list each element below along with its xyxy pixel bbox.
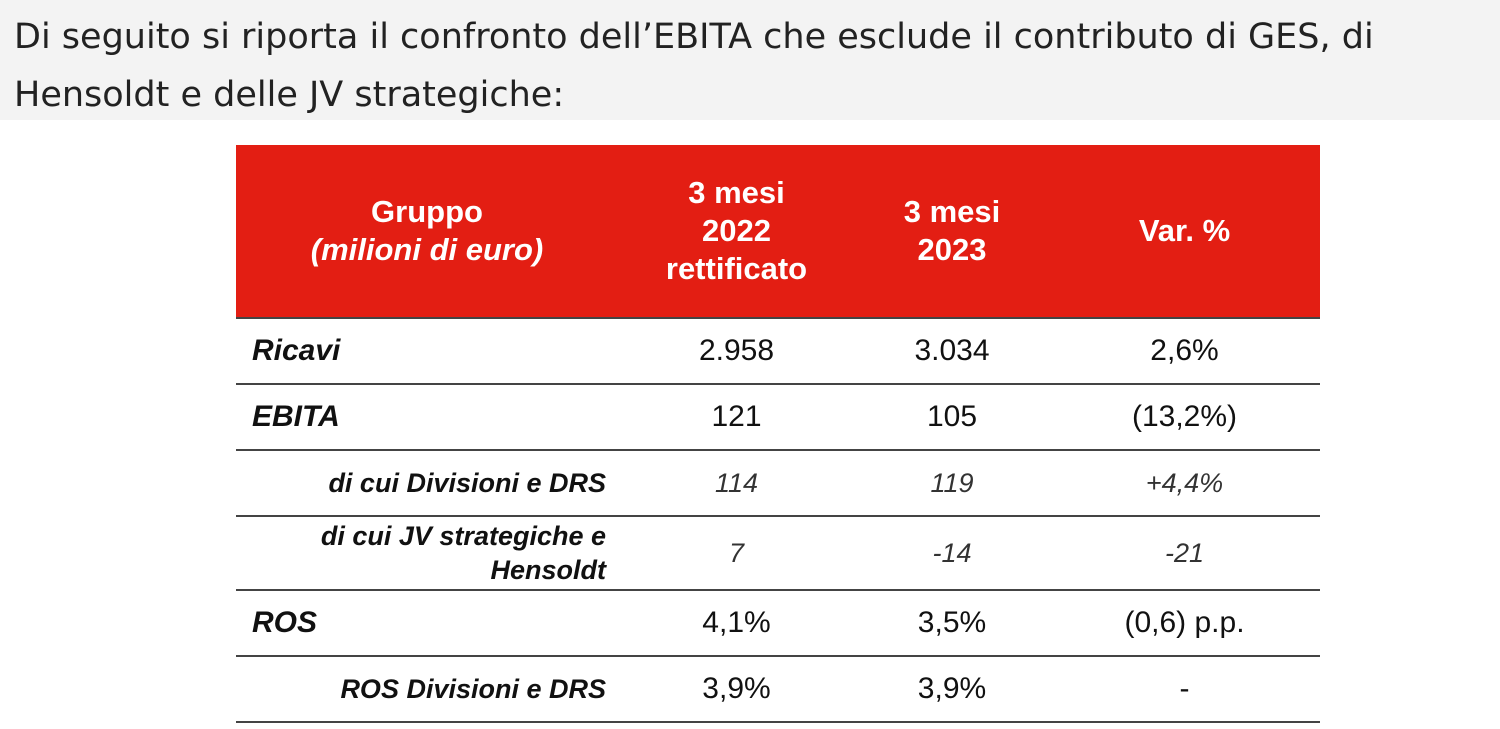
row-label: ROS [236, 590, 618, 657]
value-2022: 2.958 [618, 317, 855, 385]
table-row-jv-hensoldt: di cui JV strategiche e Hensoldt 7 -14 -… [236, 516, 1320, 591]
value-2023: 105 [855, 384, 1049, 451]
table-row-ros: ROS 4,1% 3,5% (0,6) p.p. [236, 590, 1320, 657]
header-2023: 3 mesi 2023 [855, 145, 1049, 318]
value-var: +4,4% [1049, 450, 1320, 517]
table-row-divisioni-drs: di cui Divisioni e DRS 114 119 +4,4% [236, 450, 1320, 517]
table-header: Gruppo (milioni di euro) 3 mesi 2022 ret… [236, 145, 1320, 318]
value-2023: 119 [855, 450, 1049, 517]
value-var: (13,2%) [1049, 384, 1320, 451]
value-2022: 114 [618, 450, 855, 517]
row-label-line1: di cui JV strategiche e [320, 521, 606, 551]
header-2022-line1: 3 mesi [688, 175, 785, 210]
header-var: Var. % [1049, 145, 1320, 318]
header-group-title: Gruppo [371, 194, 483, 229]
intro-text: Di seguito si riporta il confronto dell’… [14, 17, 1374, 115]
table-row-ros-divisioni: ROS Divisioni e DRS 3,9% 3,9% - [236, 656, 1320, 723]
value-var: -21 [1049, 516, 1320, 591]
table-row-ricavi: Ricavi 2.958 3.034 2,6% [236, 317, 1320, 385]
header-2022: 3 mesi 2022 rettificato [618, 145, 855, 318]
value-var: 2,6% [1049, 317, 1320, 385]
header-2022-line2: 2022 [702, 213, 771, 248]
value-2022: 4,1% [618, 590, 855, 657]
row-label: di cui JV strategiche e Hensoldt [236, 516, 618, 591]
row-label: di cui Divisioni e DRS [236, 450, 618, 517]
ebita-comparison-table: Gruppo (milioni di euro) 3 mesi 2022 ret… [236, 145, 1320, 723]
header-2023-line1: 3 mesi [903, 194, 1001, 229]
header-2022-line3: rettificato [665, 251, 808, 286]
row-label-line2: Hensoldt [490, 555, 606, 585]
value-2022: 3,9% [618, 656, 855, 723]
row-label: Ricavi [236, 317, 618, 385]
header-group-unit: (milioni di euro) [310, 232, 544, 267]
value-2023: 3,9% [855, 656, 1049, 723]
table-row-ebita: EBITA 121 105 (13,2%) [236, 384, 1320, 451]
header-group: Gruppo (milioni di euro) [236, 145, 618, 318]
value-var: - [1049, 656, 1320, 723]
value-2023: 3.034 [855, 317, 1049, 385]
intro-paragraph: Di seguito si riporta il confronto dell’… [0, 0, 1500, 120]
row-label: ROS Divisioni e DRS [236, 656, 618, 723]
row-label: EBITA [236, 384, 618, 451]
value-var: (0,6) p.p. [1049, 590, 1320, 657]
header-2023-line2: 2023 [917, 232, 987, 267]
value-2023: 3,5% [855, 590, 1049, 657]
value-2022: 7 [618, 516, 855, 591]
value-2023: -14 [855, 516, 1049, 591]
value-2022: 121 [618, 384, 855, 451]
